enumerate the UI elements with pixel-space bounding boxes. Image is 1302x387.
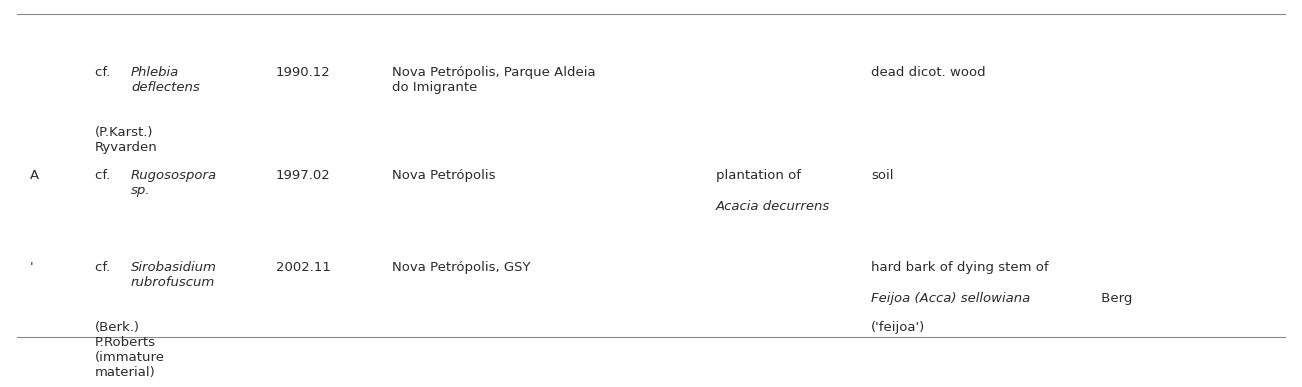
Text: cf.: cf. [95, 262, 115, 274]
Text: cf.: cf. [95, 169, 115, 182]
Text: Nova Petrópolis, Parque Aldeia
do Imigrante: Nova Petrópolis, Parque Aldeia do Imigra… [392, 66, 596, 94]
Text: ('feijoa'): ('feijoa') [871, 322, 926, 334]
Text: (Berk.)
P.Roberts
(immature
material): (Berk.) P.Roberts (immature material) [95, 322, 165, 380]
Text: Nova Petrópolis, GSY: Nova Petrópolis, GSY [392, 262, 531, 274]
Text: Acacia decurrens: Acacia decurrens [716, 200, 829, 213]
Text: dead dicot. wood: dead dicot. wood [871, 66, 986, 79]
Text: Feijoa (Acca) sellowiana: Feijoa (Acca) sellowiana [871, 292, 1030, 305]
Text: plantation of: plantation of [716, 169, 801, 197]
Text: Phlebia
deflectens: Phlebia deflectens [132, 66, 199, 94]
Text: 1997.02: 1997.02 [276, 169, 331, 182]
Text: Berg: Berg [1098, 292, 1133, 305]
Text: soil: soil [871, 169, 893, 182]
Text: Sirobasidium
rubrofuscum: Sirobasidium rubrofuscum [132, 262, 217, 289]
Text: (P.Karst.)
Ryvarden: (P.Karst.) Ryvarden [95, 126, 158, 154]
Text: hard bark of dying stem of: hard bark of dying stem of [871, 262, 1048, 289]
Text: A: A [30, 169, 39, 182]
Text: 2002.11: 2002.11 [276, 262, 331, 274]
Text: 1990.12: 1990.12 [276, 66, 331, 79]
Text: ': ' [30, 262, 34, 274]
Text: Rugosospora
sp.: Rugosospora sp. [132, 169, 217, 197]
Text: cf.: cf. [95, 66, 115, 79]
Text: Nova Petrópolis: Nova Petrópolis [392, 169, 496, 182]
